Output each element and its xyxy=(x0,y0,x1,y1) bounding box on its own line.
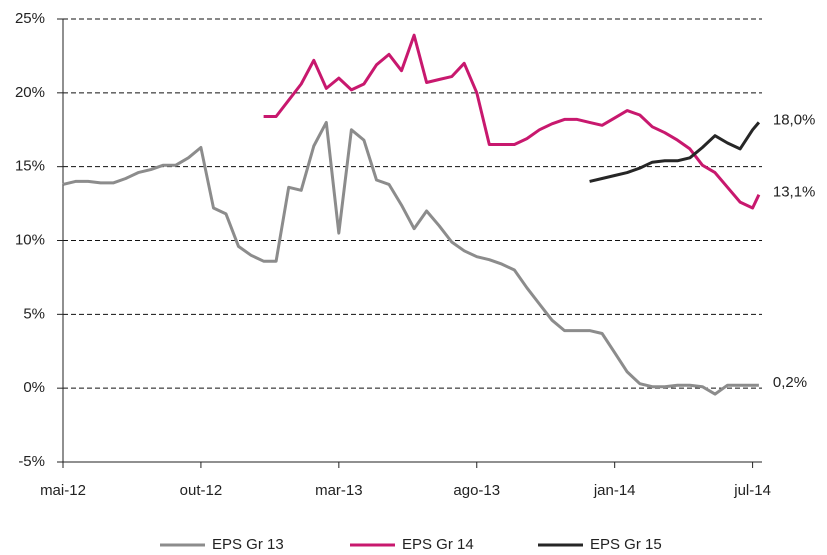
x-tick-label: jul-14 xyxy=(733,482,771,499)
series-line xyxy=(62,120,759,396)
y-tick-label: 15% xyxy=(15,158,45,175)
legend-label: EPS Gr 13 xyxy=(212,536,284,553)
end-label: 18,0% xyxy=(773,111,816,128)
legend-label: EPS Gr 14 xyxy=(402,536,474,553)
y-tick-label: 0% xyxy=(23,379,45,396)
y-tick-label: 10% xyxy=(15,231,45,248)
y-tick-label: 20% xyxy=(15,84,45,101)
series-line xyxy=(589,121,761,183)
x-tick-label: out-12 xyxy=(180,482,223,499)
x-tick-label: jan-14 xyxy=(593,482,636,499)
legend-label: EPS Gr 15 xyxy=(590,536,662,553)
end-label: 13,1% xyxy=(773,184,816,201)
y-tick-label: 5% xyxy=(23,305,45,322)
x-tick-label: mar-13 xyxy=(315,482,363,499)
series-line xyxy=(263,33,761,210)
x-tick-label: mai-12 xyxy=(40,482,86,499)
y-tick-label: 25% xyxy=(15,10,45,27)
y-tick-label: -5% xyxy=(18,453,45,470)
x-tick-label: ago-13 xyxy=(453,482,500,499)
end-label: 0,2% xyxy=(773,374,807,391)
